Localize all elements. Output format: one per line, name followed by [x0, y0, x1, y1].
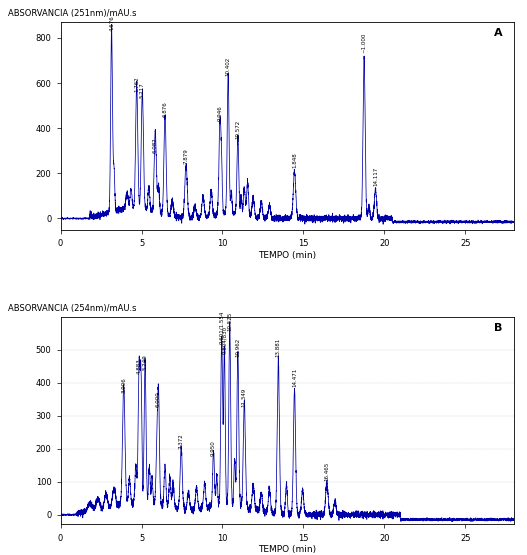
Text: 11.349: 11.349 [242, 387, 247, 406]
Text: 14.471: 14.471 [292, 367, 297, 387]
Text: 14.117: 14.117 [373, 167, 378, 186]
Text: 9.946: 9.946 [218, 105, 222, 121]
Text: A: A [494, 28, 502, 38]
Text: 9.950: 9.950 [211, 440, 216, 456]
Text: ABSORVANCIA (251nm)/mAU.s: ABSORVANCIA (251nm)/mAU.s [8, 9, 137, 18]
Text: 6.000: 6.000 [156, 391, 161, 406]
Text: 6.876: 6.876 [162, 101, 168, 117]
Text: 13.881: 13.881 [276, 338, 281, 357]
Text: 10.525: 10.525 [227, 311, 232, 331]
Text: 7.879: 7.879 [183, 148, 189, 164]
Text: ~1.000: ~1.000 [362, 33, 367, 53]
Text: 3.906: 3.906 [121, 377, 126, 393]
Text: 9.601/1.554: 9.601/1.554 [219, 311, 224, 344]
X-axis label: TEMPO (min): TEMPO (min) [258, 250, 316, 260]
Text: 10.402: 10.402 [226, 57, 231, 76]
Text: 1.848: 1.848 [292, 153, 297, 168]
Text: 7.372: 7.372 [179, 433, 184, 450]
Text: 1.762: 1.762 [134, 76, 139, 92]
Text: 10.572: 10.572 [236, 120, 240, 139]
Text: 10.962: 10.962 [236, 338, 240, 357]
Text: 4.883: 4.883 [136, 358, 142, 374]
Text: B: B [494, 323, 502, 333]
Text: 9.804/830: 9.804/830 [222, 326, 227, 354]
Text: 6.082: 6.082 [153, 137, 158, 153]
Text: 16.465: 16.465 [325, 461, 329, 481]
Text: 5.249: 5.249 [143, 355, 148, 370]
Text: 5.217: 5.217 [140, 83, 145, 98]
Text: 4,676: 4,676 [109, 15, 114, 31]
X-axis label: TEMPO (min): TEMPO (min) [258, 545, 316, 554]
Text: ABSORVANCIA (254nm)/mAU.s: ABSORVANCIA (254nm)/mAU.s [8, 304, 137, 313]
